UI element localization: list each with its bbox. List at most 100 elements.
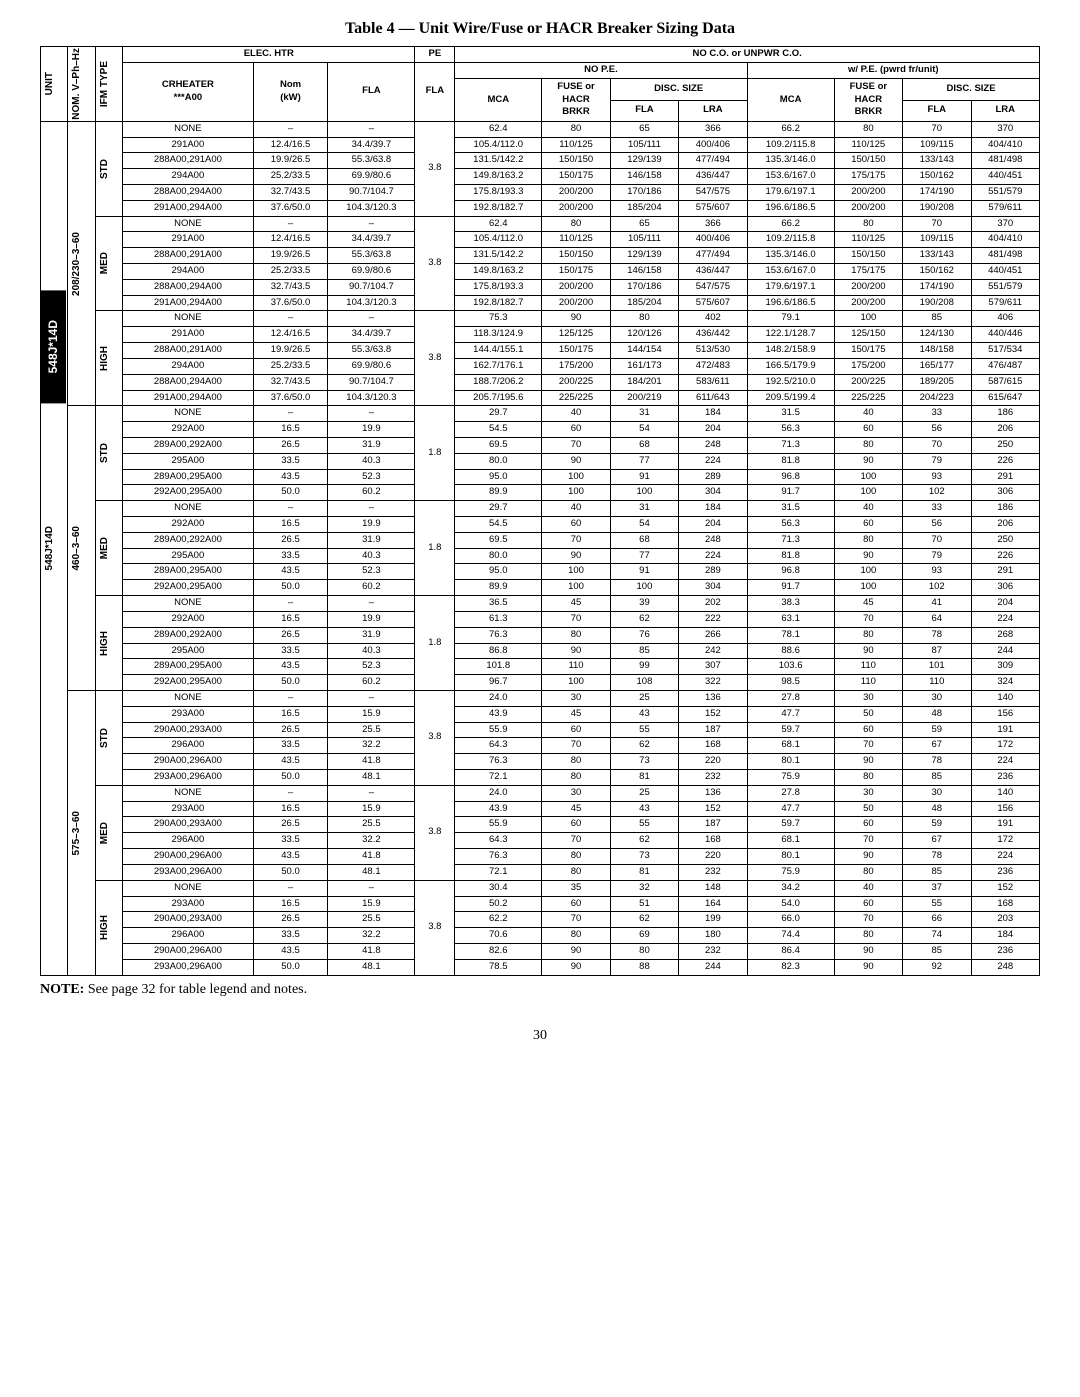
crheater: 290A00,296A00: [123, 943, 254, 959]
data-cell: 587/615: [971, 374, 1040, 390]
data-cell: 73: [610, 754, 678, 770]
hdr-disc2: DISC. SIZE: [903, 79, 1040, 101]
voltage-cell: 575–3–60: [68, 690, 95, 975]
data-cell: 179.6/197.1: [747, 279, 834, 295]
data-cell: 95.0: [455, 564, 542, 580]
pe-fla: 3.8: [415, 880, 455, 975]
table-row: 296A0033.532.264.3706216868.17067172: [41, 738, 1040, 754]
data-cell: 472/483: [679, 358, 747, 374]
data-cell: 190/208: [903, 200, 971, 216]
table-row: MEDNONE––3.824.0302513627.83030140: [41, 785, 1040, 801]
data-cell: 54: [610, 517, 678, 533]
data-cell: 175/200: [542, 358, 610, 374]
ifm-type-cell: MED: [95, 785, 122, 880]
data-cell: 236: [971, 770, 1040, 786]
data-cell: 140: [971, 690, 1040, 706]
hdr-fuse1: FUSE orHACRBRKR: [542, 79, 610, 121]
nom-kw: 19.9/26.5: [253, 153, 328, 169]
nom-kw: 33.5: [253, 453, 328, 469]
data-cell: 74: [903, 928, 971, 944]
data-cell: 150/175: [542, 169, 610, 185]
htr-fla: 41.8: [328, 849, 415, 865]
data-cell: 90: [834, 849, 902, 865]
table-row: 292A0016.519.954.5605420456.36056206: [41, 517, 1040, 533]
data-cell: 196.6/186.5: [747, 295, 834, 311]
data-cell: 79: [903, 548, 971, 564]
data-cell: 70: [542, 912, 610, 928]
data-cell: 168: [679, 738, 747, 754]
nom-kw: 26.5: [253, 532, 328, 548]
data-cell: 122.1/128.7: [747, 327, 834, 343]
data-cell: 477/494: [679, 248, 747, 264]
nom-kw: 43.5: [253, 564, 328, 580]
htr-fla: 90.7/104.7: [328, 279, 415, 295]
data-cell: 91.7: [747, 580, 834, 596]
htr-fla: 55.3/63.8: [328, 248, 415, 264]
nom-kw: 12.4/16.5: [253, 327, 328, 343]
data-cell: 40: [834, 880, 902, 896]
data-cell: 200/200: [834, 200, 902, 216]
data-cell: 29.7: [455, 501, 542, 517]
nom-kw: 50.0: [253, 864, 328, 880]
crheater: 288A00,291A00: [123, 343, 254, 359]
nom-kw: –: [253, 216, 328, 232]
nom-kw: 25.2/33.5: [253, 358, 328, 374]
crheater: 296A00: [123, 738, 254, 754]
htr-fla: 31.9: [328, 437, 415, 453]
data-cell: 306: [971, 485, 1040, 501]
hdr-fla: FLA: [328, 62, 415, 121]
data-cell: 100: [610, 580, 678, 596]
hdr-ifm: IFM TYPE: [98, 61, 112, 107]
data-cell: 100: [542, 675, 610, 691]
data-cell: 43: [610, 706, 678, 722]
pe-fla: 3.8: [415, 121, 455, 216]
data-cell: 152: [679, 801, 747, 817]
data-cell: 43.9: [455, 801, 542, 817]
nom-kw: 50.0: [253, 675, 328, 691]
data-cell: 69.5: [455, 532, 542, 548]
crheater: 291A00: [123, 232, 254, 248]
data-cell: 70: [903, 532, 971, 548]
table-row: HIGHNONE––3.830.4353214834.24037152: [41, 880, 1040, 896]
htr-fla: 34.4/39.7: [328, 232, 415, 248]
data-cell: 200/200: [834, 279, 902, 295]
crheater: NONE: [123, 501, 254, 517]
table-row: 290A00,296A0043.541.882.6908023286.49085…: [41, 943, 1040, 959]
htr-fla: 104.3/120.3: [328, 390, 415, 406]
data-cell: 164: [679, 896, 747, 912]
data-cell: 62.4: [455, 121, 542, 137]
data-cell: 322: [679, 675, 747, 691]
data-cell: 30: [903, 690, 971, 706]
data-cell: 200/200: [542, 295, 610, 311]
table-row: 292A0016.519.954.5605420456.36056206: [41, 422, 1040, 438]
data-cell: 166.5/179.9: [747, 358, 834, 374]
data-cell: 40: [834, 406, 902, 422]
data-cell: 222: [679, 611, 747, 627]
data-cell: 124/130: [903, 327, 971, 343]
nom-kw: 50.0: [253, 485, 328, 501]
hdr-nom-kw: Nom(kW): [253, 62, 328, 121]
data-cell: 91.7: [747, 485, 834, 501]
data-cell: 81.8: [747, 548, 834, 564]
data-cell: 65: [610, 216, 678, 232]
data-cell: 110/125: [834, 137, 902, 153]
data-cell: 50.2: [455, 896, 542, 912]
htr-fla: 52.3: [328, 659, 415, 675]
htr-fla: 31.9: [328, 627, 415, 643]
data-cell: 304: [679, 485, 747, 501]
data-cell: 90: [834, 959, 902, 975]
data-cell: 76: [610, 627, 678, 643]
data-cell: 61.3: [455, 611, 542, 627]
data-cell: 80: [610, 311, 678, 327]
data-cell: 172: [971, 738, 1040, 754]
data-cell: 324: [971, 675, 1040, 691]
data-cell: 190/208: [903, 295, 971, 311]
htr-fla: 32.2: [328, 738, 415, 754]
data-cell: 39: [610, 596, 678, 612]
data-cell: 170/186: [610, 184, 678, 200]
hdr-no-co: NO C.O. or UNPWR C.O.: [455, 47, 1040, 63]
data-cell: 100: [542, 564, 610, 580]
data-cell: 184: [971, 928, 1040, 944]
table-row: 291A00,294A0037.6/50.0104.3/120.3192.8/1…: [41, 295, 1040, 311]
data-cell: 82.6: [455, 943, 542, 959]
